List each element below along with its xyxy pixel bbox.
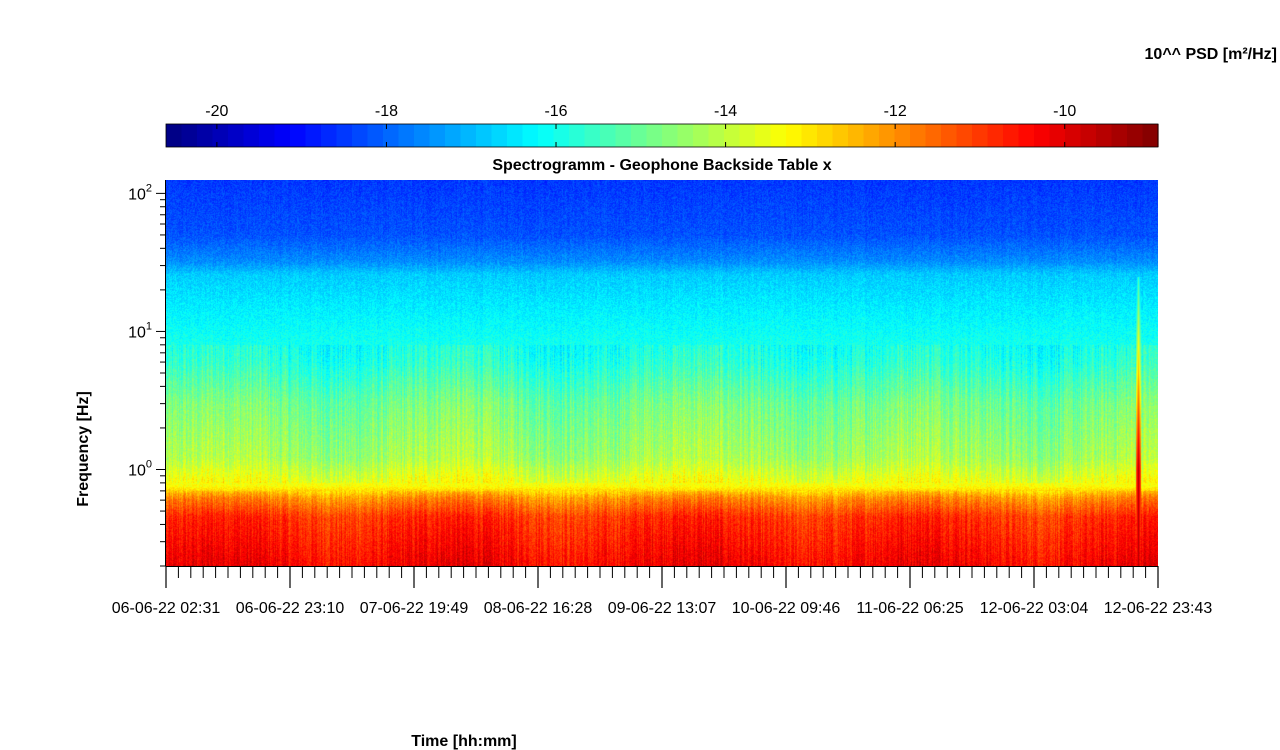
colorbar-cell bbox=[724, 124, 741, 147]
colorbar-cell bbox=[290, 124, 307, 147]
colorbar-cell bbox=[1018, 124, 1035, 147]
colorbar-cell bbox=[398, 124, 415, 147]
y-tick-label: 102 bbox=[128, 182, 152, 203]
colorbar-cell bbox=[429, 124, 446, 147]
colorbar-cell bbox=[522, 124, 539, 147]
x-tick-label: 09-06-22 13:07 bbox=[608, 600, 717, 617]
colorbar-tick-label: -14 bbox=[714, 103, 737, 120]
colorbar-cell bbox=[367, 124, 384, 147]
spectrogram-heatmap bbox=[166, 180, 1158, 566]
colorbar-cell bbox=[848, 124, 865, 147]
colorbar-cell bbox=[383, 124, 400, 147]
colorbar-cell bbox=[910, 124, 927, 147]
colorbar-cell bbox=[414, 124, 431, 147]
colorbar-tick-label: -16 bbox=[544, 103, 567, 120]
colorbar-cell bbox=[708, 124, 725, 147]
colorbar-cell bbox=[569, 124, 586, 147]
colorbar-border bbox=[165, 123, 1159, 148]
colorbar-cell bbox=[445, 124, 462, 147]
colorbar-cell bbox=[212, 124, 229, 147]
colorbar-cell bbox=[1096, 124, 1113, 147]
colorbar-cell bbox=[755, 124, 772, 147]
colorbar-cell bbox=[693, 124, 710, 147]
colorbar-cell bbox=[956, 124, 973, 147]
colorbar-cell bbox=[1049, 124, 1066, 147]
colorbar-ticks: -20 -18 -16 -14 -12 -10 bbox=[205, 103, 1076, 147]
colorbar-cell bbox=[677, 124, 694, 147]
x-tick-label: 06-06-22 02:31 bbox=[112, 600, 221, 617]
colorbar-cell bbox=[166, 124, 183, 147]
x-tick-label: 12-06-22 23:43 bbox=[1104, 600, 1213, 617]
colorbar-cell bbox=[460, 124, 477, 147]
colorbar-cell bbox=[600, 124, 617, 147]
colorbar bbox=[165, 123, 1159, 148]
colorbar-cell bbox=[739, 124, 756, 147]
colorbar-cell bbox=[197, 124, 214, 147]
colorbar-cell bbox=[786, 124, 803, 147]
colorbar-cell bbox=[181, 124, 198, 147]
colorbar-cell bbox=[1065, 124, 1082, 147]
colorbar-cell bbox=[491, 124, 508, 147]
colorbar-cell bbox=[321, 124, 338, 147]
colorbar-cell bbox=[507, 124, 524, 147]
colorbar-tick-label: -20 bbox=[205, 103, 228, 120]
colorbar-cell bbox=[553, 124, 570, 147]
colorbar-cell bbox=[925, 124, 942, 147]
colorbar-cell bbox=[1034, 124, 1051, 147]
colorbar-cell bbox=[817, 124, 834, 147]
y-tick-label: 101 bbox=[128, 320, 152, 341]
colorbar-cell bbox=[879, 124, 896, 147]
colorbar-tick-label: -10 bbox=[1053, 103, 1076, 120]
x-tick-label: 08-06-22 16:28 bbox=[484, 600, 593, 617]
colorbar-cell bbox=[662, 124, 679, 147]
colorbar-tick-label: -18 bbox=[375, 103, 398, 120]
colorbar-cell bbox=[832, 124, 849, 147]
colorbar-cell bbox=[352, 124, 369, 147]
colorbar-cell bbox=[646, 124, 663, 147]
y-axis-label: Frequency [Hz] bbox=[75, 391, 92, 507]
y-tick-label: 100 bbox=[128, 459, 152, 480]
colorbar-cell bbox=[1142, 124, 1159, 147]
colorbar-cell bbox=[1127, 124, 1144, 147]
colorbar-cell bbox=[987, 124, 1004, 147]
colorbar-cell bbox=[972, 124, 989, 147]
colorbar-tick-label: -12 bbox=[884, 103, 907, 120]
colorbar-cell bbox=[615, 124, 632, 147]
colorbar-cell bbox=[1080, 124, 1097, 147]
colorbar-cell bbox=[770, 124, 787, 147]
chart-title: Spectrogramm - Geophone Backside Table x bbox=[492, 157, 831, 174]
colorbar-cell bbox=[1003, 124, 1020, 147]
colorbar-cell bbox=[538, 124, 555, 147]
colorbar-cell bbox=[228, 124, 245, 147]
colorbar-cell bbox=[336, 124, 353, 147]
colorbar-cell bbox=[941, 124, 958, 147]
colorbar-cell bbox=[305, 124, 322, 147]
colorbar-cell bbox=[801, 124, 818, 147]
x-axis: 06-06-22 02:31 06-06-22 23:10 07-06-22 19:… bbox=[112, 566, 1213, 617]
colorbar-cell bbox=[259, 124, 276, 147]
x-tick-label: 06-06-22 23:10 bbox=[236, 600, 345, 617]
colorbar-cell bbox=[274, 124, 291, 147]
colorbar-cell bbox=[894, 124, 911, 147]
colorbar-cell bbox=[476, 124, 493, 147]
colorbar-cell bbox=[1111, 124, 1128, 147]
x-tick-label: 07-06-22 19:49 bbox=[360, 600, 469, 617]
colorbar-cell bbox=[243, 124, 260, 147]
x-tick-label: 12-06-22 03:04 bbox=[980, 600, 1089, 617]
colorbar-cell bbox=[584, 124, 601, 147]
y-axis: 100 101 102 bbox=[128, 180, 166, 567]
x-tick-label: 11-06-22 06:25 bbox=[856, 600, 963, 617]
colorbar-cell bbox=[863, 124, 880, 147]
x-tick-label: 10-06-22 09:46 bbox=[732, 600, 841, 617]
x-axis-label: Time [hh:mm] bbox=[411, 733, 516, 750]
colorbar-cell bbox=[631, 124, 648, 147]
colorbar-label: 10^^ PSD [m²/Hz] bbox=[1145, 46, 1277, 63]
